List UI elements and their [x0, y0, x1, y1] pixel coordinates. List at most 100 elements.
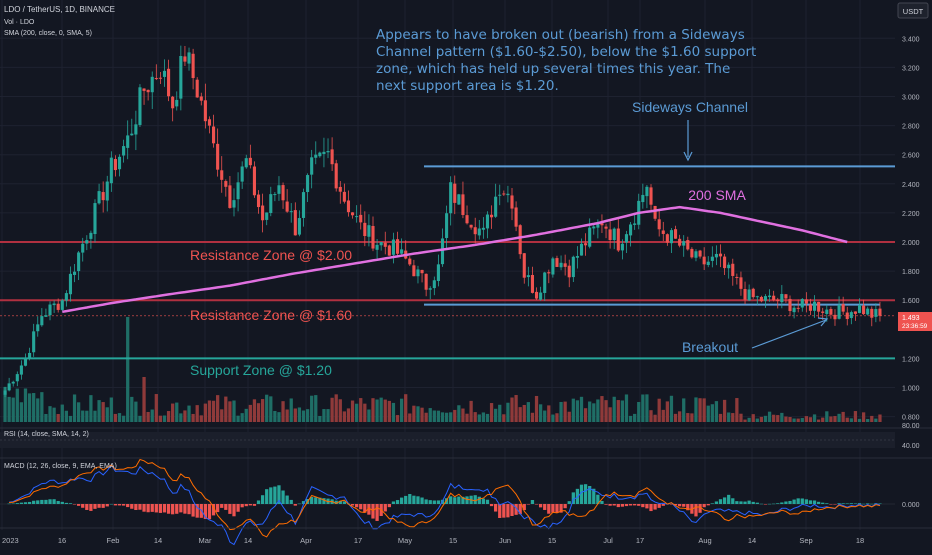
- volume-bar: [117, 413, 122, 422]
- volume-bar: [383, 399, 387, 422]
- candle-body: [682, 241, 686, 246]
- currency-box[interactable]: [897, 2, 929, 19]
- volume-bar: [342, 411, 347, 422]
- candle-body: [363, 222, 367, 237]
- macd-histogram-bar: [150, 504, 154, 512]
- volume-bar: [15, 388, 19, 422]
- volume-bar: [555, 413, 559, 422]
- breakout-arrow-head: [817, 317, 829, 327]
- macd-histogram-bar: [269, 487, 273, 504]
- macd-histogram-bar: [833, 504, 837, 505]
- macd-histogram-bar: [97, 504, 101, 508]
- candle-body: [256, 194, 261, 208]
- volume-bar: [788, 417, 792, 422]
- volume-bar: [829, 416, 833, 422]
- macd-histogram-bar: [256, 500, 261, 504]
- macd-histogram-bar: [32, 500, 36, 504]
- macd-histogram-bar: [162, 504, 167, 513]
- candle-body: [334, 163, 338, 189]
- candle-body: [698, 250, 702, 257]
- volume-bar: [538, 404, 543, 422]
- macd-histogram-bar: [620, 504, 625, 507]
- volume-bar: [72, 394, 77, 422]
- volume-bar: [109, 397, 113, 422]
- macd-histogram-bar: [7, 503, 11, 505]
- macd-histogram-bar: [849, 503, 853, 504]
- candle-body: [371, 225, 375, 249]
- volume-bar: [849, 418, 853, 422]
- breakout-label: Breakout: [682, 339, 738, 355]
- candle-body: [326, 150, 330, 153]
- macd-histogram-bar: [784, 501, 788, 504]
- candle-body: [702, 256, 706, 265]
- x-tick-label: 17: [636, 536, 644, 545]
- candle-body: [547, 272, 551, 274]
- candle-body: [126, 135, 130, 148]
- candle-body: [273, 194, 277, 196]
- volume-bar: [845, 417, 849, 422]
- macd-histogram-bar: [203, 504, 208, 519]
- candle-body: [514, 207, 518, 227]
- volume-bar: [837, 413, 841, 422]
- candle-body: [395, 239, 400, 254]
- candle-body: [162, 70, 167, 77]
- macd-histogram-bar: [375, 504, 379, 521]
- candle-body: [19, 365, 23, 375]
- volume-bar: [32, 393, 36, 422]
- volume-bar: [322, 409, 326, 422]
- macd-histogram-bar: [600, 500, 604, 504]
- macd-histogram-bar: [207, 504, 212, 520]
- candle-body: [776, 299, 780, 302]
- volume-bar: [481, 412, 486, 422]
- volume-bar: [673, 413, 678, 422]
- candle-body: [751, 288, 755, 298]
- macd-histogram-bar: [126, 504, 130, 508]
- volume-bar: [314, 395, 318, 422]
- candle-body: [228, 185, 232, 208]
- x-tick-label: Jul: [603, 536, 613, 545]
- macd-histogram-bar: [113, 504, 118, 506]
- candle-body: [579, 243, 584, 256]
- candle-body: [498, 194, 502, 196]
- macd-histogram-bar: [138, 504, 142, 510]
- candle-body: [812, 301, 817, 311]
- macd-histogram-bar: [342, 501, 347, 504]
- candle-body: [657, 219, 661, 230]
- volume-bar: [134, 401, 138, 422]
- candle-body: [44, 315, 48, 317]
- macd-histogram-bar: [265, 489, 269, 504]
- macd-histogram-bar: [628, 504, 633, 506]
- candle-body: [870, 308, 874, 318]
- macd-histogram-bar: [767, 503, 772, 505]
- candle-body: [629, 224, 633, 236]
- volume-bar: [841, 411, 845, 422]
- candlesticks: [3, 45, 882, 398]
- candle-body: [833, 314, 837, 320]
- volume-bar: [620, 400, 625, 422]
- candle-body: [359, 214, 363, 223]
- volume-bar: [866, 418, 870, 422]
- volume-bar: [130, 396, 134, 422]
- macd-histogram-bar: [526, 504, 530, 505]
- volume-bar: [526, 402, 530, 422]
- volume-bar: [105, 407, 109, 422]
- volume-bar: [216, 395, 220, 422]
- candle-body: [673, 229, 678, 239]
- candle-body: [845, 312, 849, 320]
- channel-arrow-head: [683, 151, 693, 162]
- macd-histogram-bar: [224, 504, 228, 510]
- volume-bar: [547, 405, 551, 422]
- macd-histogram-bar: [518, 504, 522, 515]
- candle-body: [449, 182, 453, 214]
- volume-bar: [502, 414, 506, 422]
- volume-bar: [256, 403, 261, 422]
- y-tick-label: 1.800: [902, 269, 920, 276]
- volume-bar: [575, 400, 580, 422]
- volume-bar: [195, 405, 199, 422]
- volume-bar: [816, 419, 821, 422]
- rsi-tick-80: 80.00: [902, 423, 920, 430]
- macd-histogram-bar: [731, 498, 735, 504]
- volume-bar: [469, 400, 473, 422]
- volume-bar: [473, 412, 477, 422]
